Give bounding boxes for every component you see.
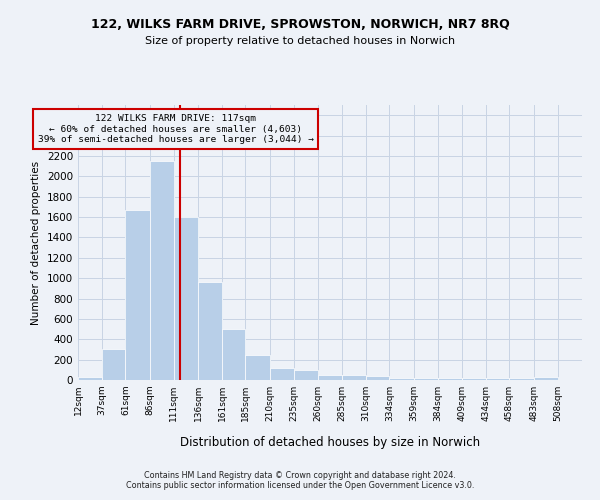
Text: Distribution of detached houses by size in Norwich: Distribution of detached houses by size … [180, 436, 480, 449]
Bar [222, 329, 245, 380]
Bar [509, 378, 533, 380]
Bar [438, 378, 462, 380]
Bar [389, 378, 413, 380]
Bar [269, 368, 294, 380]
Bar [198, 282, 222, 380]
Text: 122, WILKS FARM DRIVE, SPROWSTON, NORWICH, NR7 8RQ: 122, WILKS FARM DRIVE, SPROWSTON, NORWIC… [91, 18, 509, 30]
Bar [318, 375, 342, 380]
Bar [102, 350, 125, 380]
Bar [462, 378, 486, 380]
Bar [174, 217, 198, 380]
Bar [294, 370, 318, 380]
Bar [486, 378, 509, 380]
Y-axis label: Number of detached properties: Number of detached properties [31, 160, 41, 324]
Bar [533, 378, 558, 380]
Bar [366, 376, 389, 380]
Bar [78, 378, 102, 380]
Bar [125, 210, 149, 380]
Bar [413, 378, 438, 380]
Bar [342, 375, 366, 380]
Text: 122 WILKS FARM DRIVE: 117sqm
← 60% of detached houses are smaller (4,603)
39% of: 122 WILKS FARM DRIVE: 117sqm ← 60% of de… [38, 114, 314, 144]
Bar [245, 354, 269, 380]
Bar [149, 161, 174, 380]
Text: Contains HM Land Registry data © Crown copyright and database right 2024.: Contains HM Land Registry data © Crown c… [144, 472, 456, 480]
Text: Contains public sector information licensed under the Open Government Licence v3: Contains public sector information licen… [126, 482, 474, 490]
Text: Size of property relative to detached houses in Norwich: Size of property relative to detached ho… [145, 36, 455, 46]
